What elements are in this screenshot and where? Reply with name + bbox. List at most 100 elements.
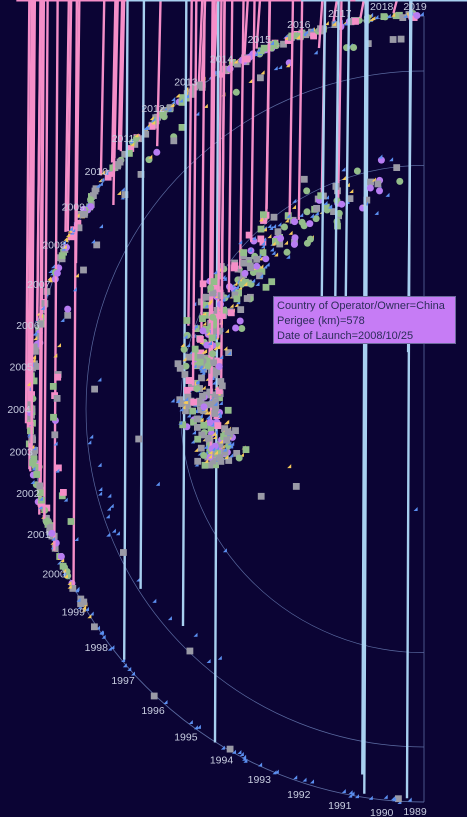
data-point[interactable] bbox=[107, 493, 112, 498]
data-point[interactable] bbox=[89, 611, 94, 616]
data-point[interactable] bbox=[127, 666, 132, 671]
data-point[interactable] bbox=[195, 380, 200, 385]
data-point[interactable] bbox=[223, 436, 231, 444]
data-point[interactable] bbox=[241, 269, 249, 277]
data-point[interactable] bbox=[221, 448, 229, 456]
data-point[interactable] bbox=[272, 238, 279, 245]
data-point[interactable] bbox=[211, 380, 216, 385]
data-point[interactable] bbox=[257, 47, 265, 55]
data-point[interactable] bbox=[184, 397, 189, 402]
data-point[interactable] bbox=[259, 273, 264, 278]
data-point[interactable] bbox=[233, 59, 238, 64]
data-point[interactable] bbox=[374, 14, 379, 19]
data-point[interactable] bbox=[350, 44, 358, 51]
data-point[interactable] bbox=[167, 107, 172, 112]
data-point[interactable] bbox=[100, 630, 105, 635]
data-point[interactable] bbox=[268, 278, 276, 286]
data-point[interactable] bbox=[205, 357, 212, 365]
data-point[interactable] bbox=[203, 311, 210, 319]
data-point[interactable] bbox=[175, 93, 180, 98]
data-point[interactable] bbox=[203, 341, 211, 349]
data-point[interactable] bbox=[222, 548, 227, 553]
data-point[interactable] bbox=[277, 222, 282, 227]
data-point[interactable] bbox=[312, 215, 320, 223]
data-point[interactable] bbox=[159, 111, 167, 118]
data-point[interactable] bbox=[32, 347, 39, 355]
data-point[interactable] bbox=[93, 241, 101, 249]
data-point[interactable] bbox=[199, 280, 207, 288]
data-point[interactable] bbox=[292, 483, 300, 490]
data-point[interactable] bbox=[197, 336, 204, 343]
data-point[interactable] bbox=[233, 281, 238, 286]
data-point[interactable] bbox=[95, 183, 100, 188]
data-point[interactable] bbox=[89, 434, 94, 439]
data-point[interactable] bbox=[191, 345, 199, 353]
data-point[interactable] bbox=[204, 362, 212, 370]
data-point[interactable] bbox=[248, 247, 253, 252]
data-point[interactable] bbox=[338, 200, 346, 208]
data-point[interactable] bbox=[29, 459, 36, 467]
data-point[interactable] bbox=[216, 394, 223, 402]
data-point[interactable] bbox=[395, 795, 402, 803]
data-point[interactable] bbox=[224, 420, 229, 425]
data-point[interactable] bbox=[403, 13, 408, 18]
data-point[interactable] bbox=[366, 184, 374, 192]
data-point[interactable] bbox=[182, 357, 187, 362]
data-point[interactable] bbox=[76, 597, 81, 602]
data-point[interactable] bbox=[281, 223, 288, 231]
data-point[interactable] bbox=[392, 797, 397, 802]
data-point[interactable] bbox=[390, 796, 395, 801]
data-point[interactable] bbox=[220, 433, 227, 440]
data-point[interactable] bbox=[105, 514, 110, 519]
data-point[interactable] bbox=[193, 632, 198, 637]
data-point[interactable] bbox=[184, 402, 192, 410]
data-point[interactable] bbox=[274, 769, 279, 774]
data-point[interactable] bbox=[253, 255, 261, 263]
data-point[interactable] bbox=[202, 301, 210, 309]
data-point[interactable] bbox=[68, 226, 73, 231]
data-point[interactable] bbox=[216, 454, 224, 461]
data-point[interactable] bbox=[341, 789, 346, 794]
data-point[interactable] bbox=[253, 262, 261, 270]
data-point[interactable] bbox=[185, 377, 193, 384]
data-point[interactable] bbox=[257, 74, 264, 82]
data-point[interactable] bbox=[180, 342, 185, 347]
data-point[interactable] bbox=[225, 457, 233, 464]
data-point[interactable] bbox=[267, 44, 274, 52]
data-point[interactable] bbox=[355, 794, 360, 799]
data-point[interactable] bbox=[313, 50, 318, 55]
data-point[interactable] bbox=[97, 462, 102, 467]
data-point[interactable] bbox=[75, 224, 83, 232]
data-point[interactable] bbox=[380, 13, 388, 20]
data-point[interactable] bbox=[233, 450, 241, 457]
data-point[interactable] bbox=[197, 349, 205, 357]
data-point[interactable] bbox=[49, 383, 57, 390]
data-point[interactable] bbox=[104, 173, 112, 181]
data-point[interactable] bbox=[245, 231, 253, 239]
data-point[interactable] bbox=[200, 422, 208, 429]
data-point[interactable] bbox=[211, 447, 216, 452]
data-point[interactable] bbox=[251, 278, 256, 283]
data-point[interactable] bbox=[355, 0, 413, 353]
data-point[interactable] bbox=[67, 584, 72, 589]
data-point[interactable] bbox=[150, 692, 158, 700]
data-point[interactable] bbox=[211, 410, 219, 417]
data-point[interactable] bbox=[57, 343, 62, 348]
data-point[interactable] bbox=[60, 489, 67, 496]
data-point[interactable] bbox=[231, 291, 239, 299]
data-point[interactable] bbox=[208, 334, 216, 342]
data-point[interactable] bbox=[204, 410, 209, 415]
data-point[interactable] bbox=[190, 418, 197, 426]
data-point[interactable] bbox=[171, 97, 176, 102]
data-point[interactable] bbox=[259, 264, 264, 269]
data-point[interactable] bbox=[225, 328, 230, 333]
data-point[interactable] bbox=[215, 363, 223, 370]
data-point[interactable] bbox=[144, 125, 149, 130]
data-point[interactable] bbox=[87, 203, 95, 211]
data-point[interactable] bbox=[230, 441, 235, 446]
data-point[interactable] bbox=[222, 276, 227, 281]
data-point[interactable] bbox=[81, 211, 88, 218]
data-point[interactable] bbox=[127, 145, 135, 152]
data-point[interactable] bbox=[211, 391, 219, 399]
data-point[interactable] bbox=[404, 11, 409, 16]
